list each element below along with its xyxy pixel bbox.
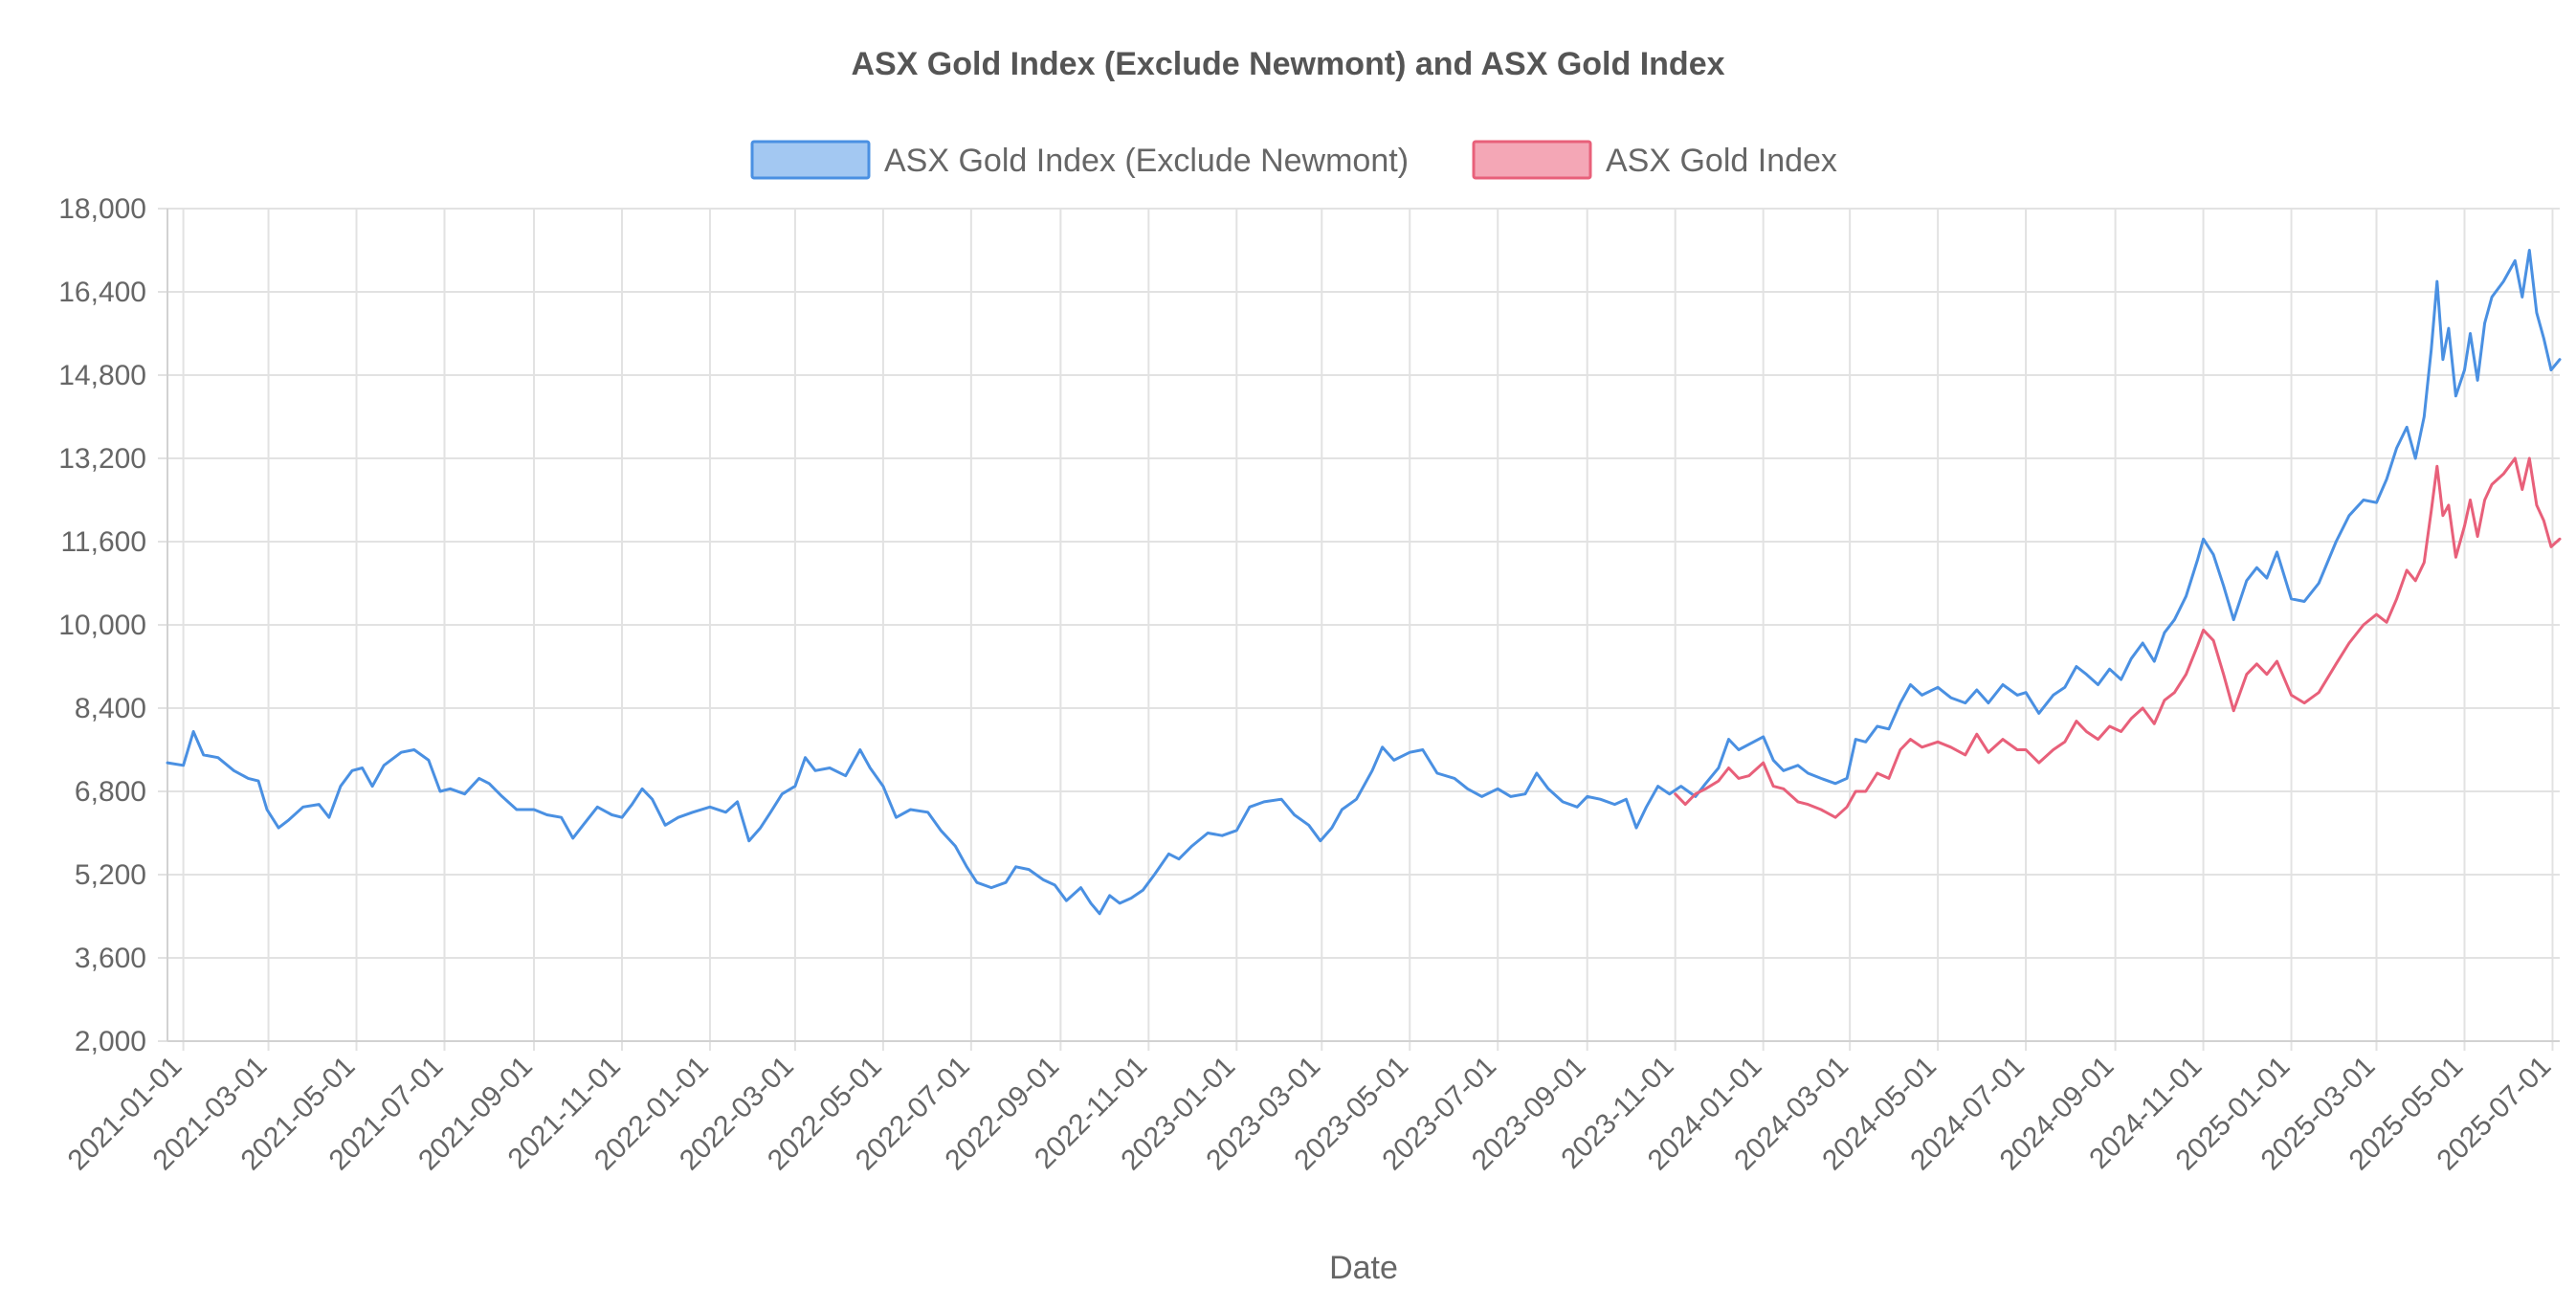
plot-area	[166, 249, 2562, 916]
y-tick-label: 13,200	[58, 443, 146, 475]
legend-swatch-series-1	[750, 140, 871, 180]
y-tick-label: 14,800	[58, 360, 146, 391]
y-tick-label: 10,000	[58, 610, 146, 641]
legend-swatch-series-2	[1472, 140, 1592, 180]
legend-label-series-2: ASX Gold Index	[1606, 143, 1837, 179]
legend-item-series-1[interactable]: ASX Gold Index (Exclude Newmont)	[750, 140, 1409, 180]
y-tick-label: 16,400	[58, 277, 146, 308]
y-tick-label: 6,800	[75, 776, 146, 808]
x-axis: 2021-01-012021-03-012021-05-012021-07-01…	[62, 1051, 2558, 1177]
x-axis-title: Date	[1329, 1250, 1398, 1286]
y-tick-label: 2,000	[75, 1026, 146, 1057]
y-tick-label: 3,600	[75, 943, 146, 974]
grid	[158, 208, 2560, 1051]
legend: ASX Gold Index (Exclude Newmont) ASX Gol…	[750, 140, 1837, 180]
y-axis: 18,000 16,400 14,800 13,200 11,600 10,000 8,40…	[58, 193, 146, 1057]
y-tick-label: 18,000	[58, 193, 146, 225]
chart-title: ASX Gold Index (Exclude Newmont) and ASX…	[851, 46, 1724, 82]
y-tick-label: 11,600	[60, 526, 146, 558]
y-tick-label: 5,200	[75, 859, 146, 891]
legend-item-series-2[interactable]: ASX Gold Index	[1472, 140, 1837, 180]
series-line-1	[166, 249, 2562, 916]
legend-label-series-1: ASX Gold Index (Exclude Newmont)	[884, 143, 1409, 179]
series-line-2	[1674, 456, 2562, 819]
y-tick-label: 8,400	[75, 693, 146, 724]
